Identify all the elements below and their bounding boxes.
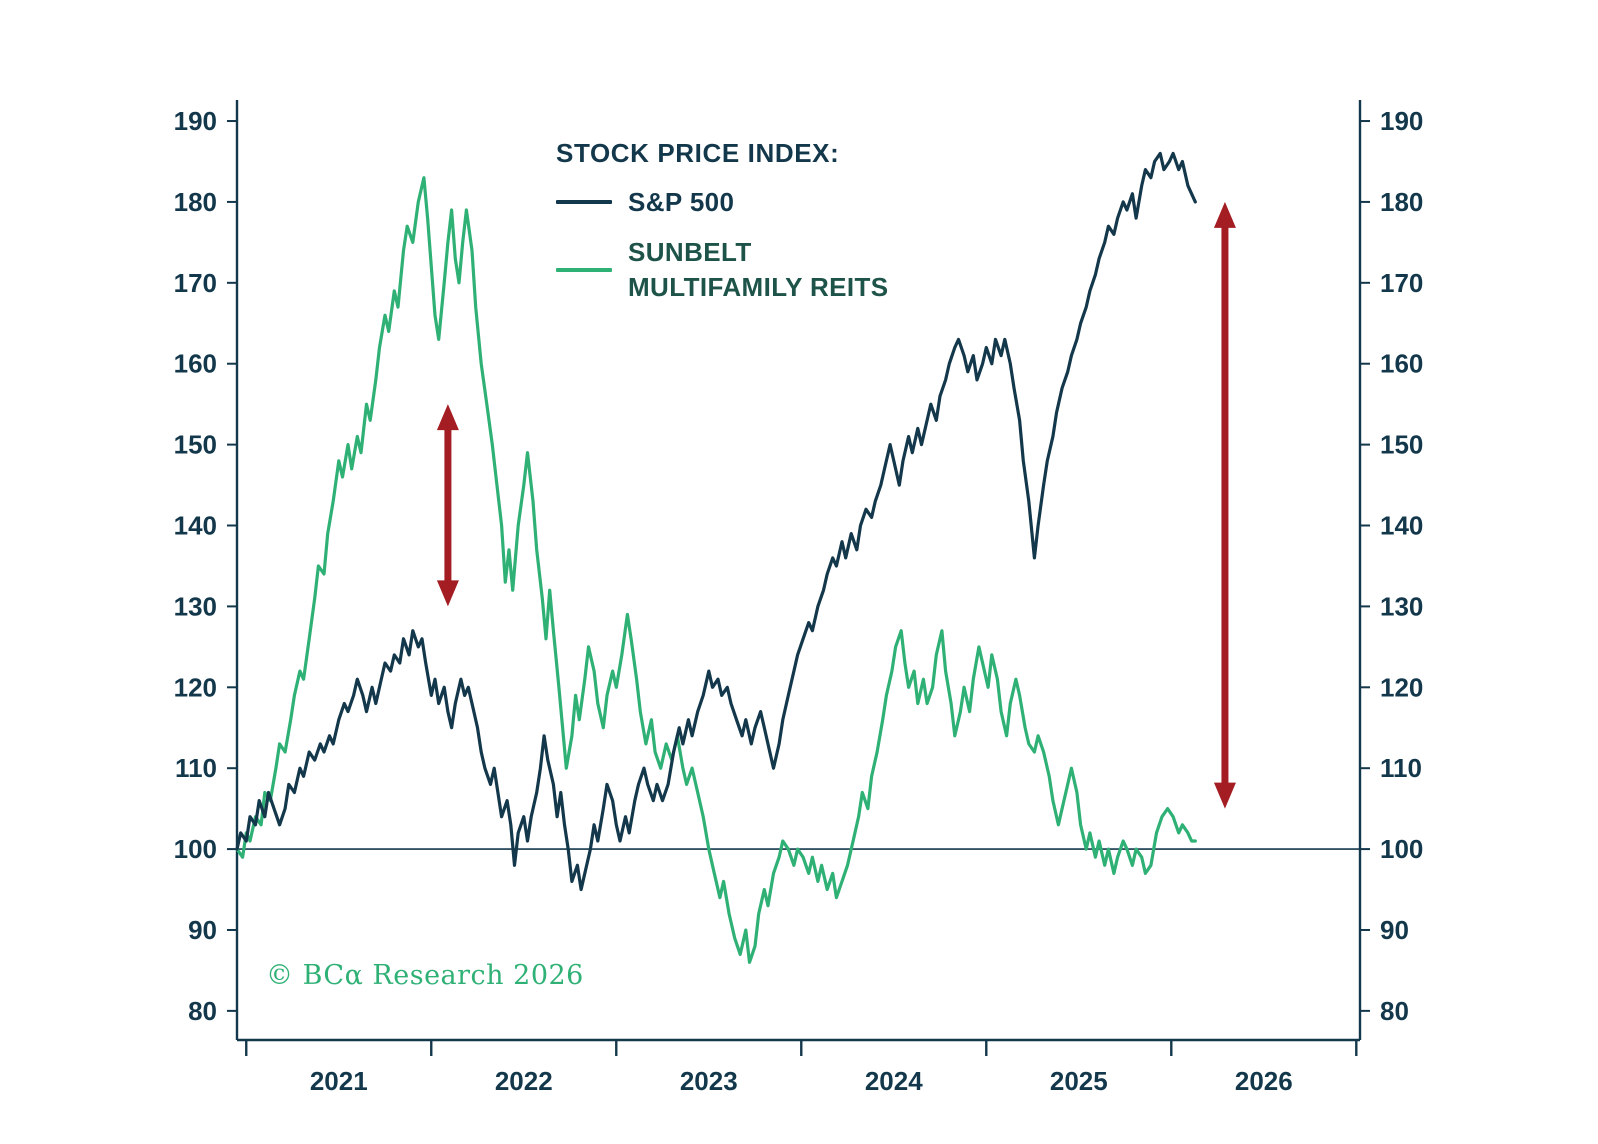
y-tick-label-right: 140 xyxy=(1380,511,1423,541)
sp500-line-sample xyxy=(556,200,612,205)
y-tick-label-right: 180 xyxy=(1380,187,1423,217)
y-tick-label-left: 90 xyxy=(188,915,217,945)
x-tick-label: 2023 xyxy=(680,1066,738,1096)
y-tick-label-left: 170 xyxy=(174,268,217,298)
y-tick-label-right: 110 xyxy=(1380,753,1422,783)
y-tick-label-right: 150 xyxy=(1380,430,1423,460)
y-tick-label-left: 130 xyxy=(174,591,217,621)
y-tick-label-left: 100 xyxy=(174,834,217,864)
legend-label-sunbelt: SUNBELT MULTIFAMILY REITS xyxy=(628,235,889,304)
y-tick-label-right: 130 xyxy=(1380,591,1423,621)
chart-legend: STOCK PRICE INDEX: S&P 500 SUNBELT MULTI… xyxy=(556,138,889,320)
arrow-head-down-1 xyxy=(436,580,459,607)
copyright-notice: © BCα Research 2026 xyxy=(266,960,584,991)
y-tick-label-right: 170 xyxy=(1380,268,1423,298)
legend-item-sunbelt: SUNBELT MULTIFAMILY REITS xyxy=(556,235,889,304)
x-tick-label: 2024 xyxy=(865,1066,923,1096)
x-tick-label: 2022 xyxy=(495,1066,553,1096)
legend-item-sp500: S&P 500 xyxy=(556,185,889,219)
y-tick-label-left: 180 xyxy=(174,187,217,217)
y-tick-label-left: 140 xyxy=(174,511,217,541)
legend-label-sunbelt-line2: MULTIFAMILY REITS xyxy=(628,271,889,302)
y-tick-label-left: 80 xyxy=(188,996,217,1026)
arrow-head-up-2 xyxy=(1213,201,1236,228)
y-tick-label-left: 110 xyxy=(175,753,217,783)
y-tick-label-left: 150 xyxy=(174,430,217,460)
y-tick-label-left: 120 xyxy=(174,672,217,702)
x-tick-label: 2021 xyxy=(310,1066,368,1096)
y-tick-label-right: 120 xyxy=(1380,672,1423,702)
y-tick-label-right: 190 xyxy=(1380,106,1423,136)
series-line-sunbelt-reits xyxy=(235,176,1197,964)
series-line-sp500 xyxy=(235,151,1197,892)
legend-title: STOCK PRICE INDEX: xyxy=(556,138,840,168)
y-tick-label-right: 160 xyxy=(1380,349,1423,379)
y-tick-label-right: 80 xyxy=(1380,996,1409,1026)
y-tick-label-left: 160 xyxy=(174,349,217,379)
y-tick-label-right: 90 xyxy=(1380,915,1409,945)
sunbelt-line-sample xyxy=(556,267,612,272)
arrow-head-down-2 xyxy=(1213,782,1236,809)
x-tick-label: 2025 xyxy=(1050,1066,1108,1096)
arrow-head-up-1 xyxy=(436,404,459,431)
y-tick-label-left: 190 xyxy=(174,106,217,136)
x-tick-label: 2026 xyxy=(1235,1066,1293,1096)
legend-label-sunbelt-line1: SUNBELT xyxy=(628,237,752,268)
y-tick-label-right: 100 xyxy=(1380,834,1423,864)
legend-label-sp500: S&P 500 xyxy=(628,187,735,217)
